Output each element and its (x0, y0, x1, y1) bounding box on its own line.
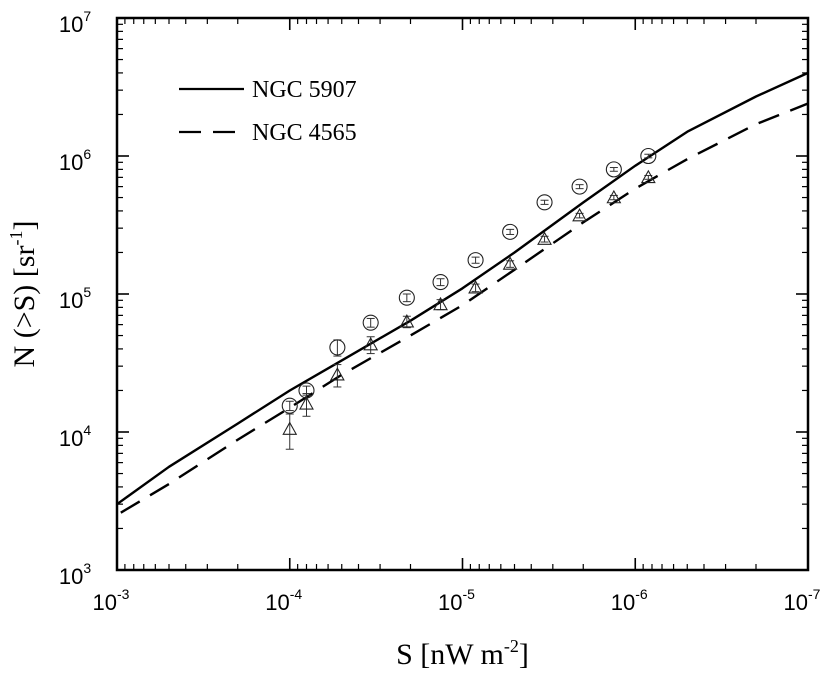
series-line-ngc-5907 (116, 71, 809, 506)
triangle-marker (329, 367, 345, 381)
data-point (329, 364, 345, 388)
y-tick-label-exponent: 6 (83, 146, 91, 162)
circle-marker (640, 147, 657, 165)
triangle-marker (640, 169, 656, 184)
y-tick-label-base: 10 (59, 150, 83, 175)
x-axis-title-superscript: -2 (504, 636, 519, 656)
y-axis-title-superscript: -1 (6, 231, 26, 246)
x-tick-label: 10-3 (93, 586, 130, 615)
circle-marker (329, 339, 346, 356)
y-tick-label: 105 (59, 284, 91, 313)
data-point (605, 161, 622, 178)
markers-ngc-5907 (281, 147, 657, 414)
data-point (362, 314, 379, 331)
data-point (502, 256, 518, 270)
x-tick-label-exponent: -5 (463, 586, 476, 602)
data-point (363, 336, 379, 355)
y-tick-label-base: 10 (59, 564, 83, 589)
legend-label-ngc-4565: NGC 4565 (252, 120, 357, 146)
data-point (432, 274, 449, 291)
data-point (329, 339, 346, 357)
triangle-marker (502, 256, 518, 270)
data-point (468, 280, 484, 294)
x-tick-label: 10-7 (784, 586, 821, 615)
x-tick-labels: 10-3 10-4 10-5 10-6 10-7 (93, 586, 821, 615)
triangle-marker (468, 280, 484, 294)
data-point (433, 296, 448, 311)
circle-marker (281, 397, 298, 414)
plot-frame (115, 16, 810, 572)
y-tick-label-exponent: 4 (83, 422, 91, 438)
data-point (299, 393, 314, 417)
triangle-marker (433, 296, 448, 311)
y-axis-title-main: N (>S) [sr (8, 246, 41, 368)
triangle-marker (572, 207, 588, 222)
x-tick-label: 10-5 (438, 586, 475, 615)
triangle-marker (282, 421, 298, 435)
x-axis-title-main: S [nW m (396, 638, 504, 671)
data-point (398, 289, 415, 306)
data-point (640, 169, 656, 184)
circle-marker (398, 289, 415, 306)
data-point (399, 314, 415, 329)
x-tick-label-exponent: -6 (635, 586, 648, 602)
data-point (282, 413, 298, 450)
axis-ticks (116, 17, 809, 571)
data-markers (281, 147, 657, 450)
data-point (640, 147, 657, 165)
data-point (606, 189, 622, 204)
x-axis-title: S [nW m-2] (396, 636, 529, 671)
triangle-marker (363, 336, 379, 351)
y-tick-label: 103 (59, 560, 91, 589)
x-tick-label-base: 10 (611, 590, 635, 615)
x-tick-label: 10-6 (611, 586, 648, 615)
x-tick-label-base: 10 (438, 590, 462, 615)
y-tick-label-base: 10 (59, 288, 83, 313)
circle-marker (362, 314, 379, 331)
x-tick-label-base: 10 (93, 590, 117, 615)
x-tick-label-exponent: -3 (117, 586, 130, 602)
data-point (571, 178, 588, 195)
y-tick-label-exponent: 5 (83, 284, 91, 300)
legend-label-ngc-5907: NGC 5907 (252, 77, 357, 103)
triangle-marker (537, 231, 552, 245)
triangle-marker (299, 396, 314, 410)
circle-marker (536, 194, 553, 211)
circle-marker (605, 161, 622, 178)
data-point (536, 194, 553, 211)
data-point (537, 231, 552, 245)
y-tick-label: 104 (59, 422, 91, 451)
y-tick-label-base: 10 (59, 12, 83, 37)
x-tick-label-exponent: -4 (290, 586, 303, 602)
x-tick-label-base: 10 (784, 590, 808, 615)
series-line-ngc-4565 (120, 102, 809, 514)
y-axis-title-end: ] (8, 221, 41, 231)
circle-marker (502, 223, 519, 240)
y-tick-label-base: 10 (59, 426, 83, 451)
data-point (502, 223, 519, 240)
series-curves (116, 71, 809, 514)
x-tick-label-base: 10 (265, 590, 289, 615)
y-tick-label: 107 (59, 8, 91, 37)
x-tick-label: 10-4 (265, 586, 302, 615)
y-tick-label: 106 (59, 146, 91, 175)
x-axis-title-end: ] (519, 638, 529, 671)
triangle-marker (399, 314, 415, 328)
circle-marker (432, 274, 449, 291)
data-point (467, 252, 484, 269)
circle-marker (571, 178, 588, 195)
x-tick-label-exponent: -7 (808, 586, 821, 602)
y-tick-label-exponent: 3 (83, 560, 91, 576)
triangle-marker (606, 189, 622, 204)
y-tick-label-exponent: 7 (83, 8, 91, 24)
data-point (281, 397, 298, 414)
data-point (572, 207, 588, 222)
circle-marker (467, 252, 484, 269)
y-axis-title: N (>S) [sr-1] (6, 221, 41, 368)
markers-ngc-4565 (282, 169, 656, 450)
legend: NGC 5907 NGC 4565 (179, 77, 357, 146)
